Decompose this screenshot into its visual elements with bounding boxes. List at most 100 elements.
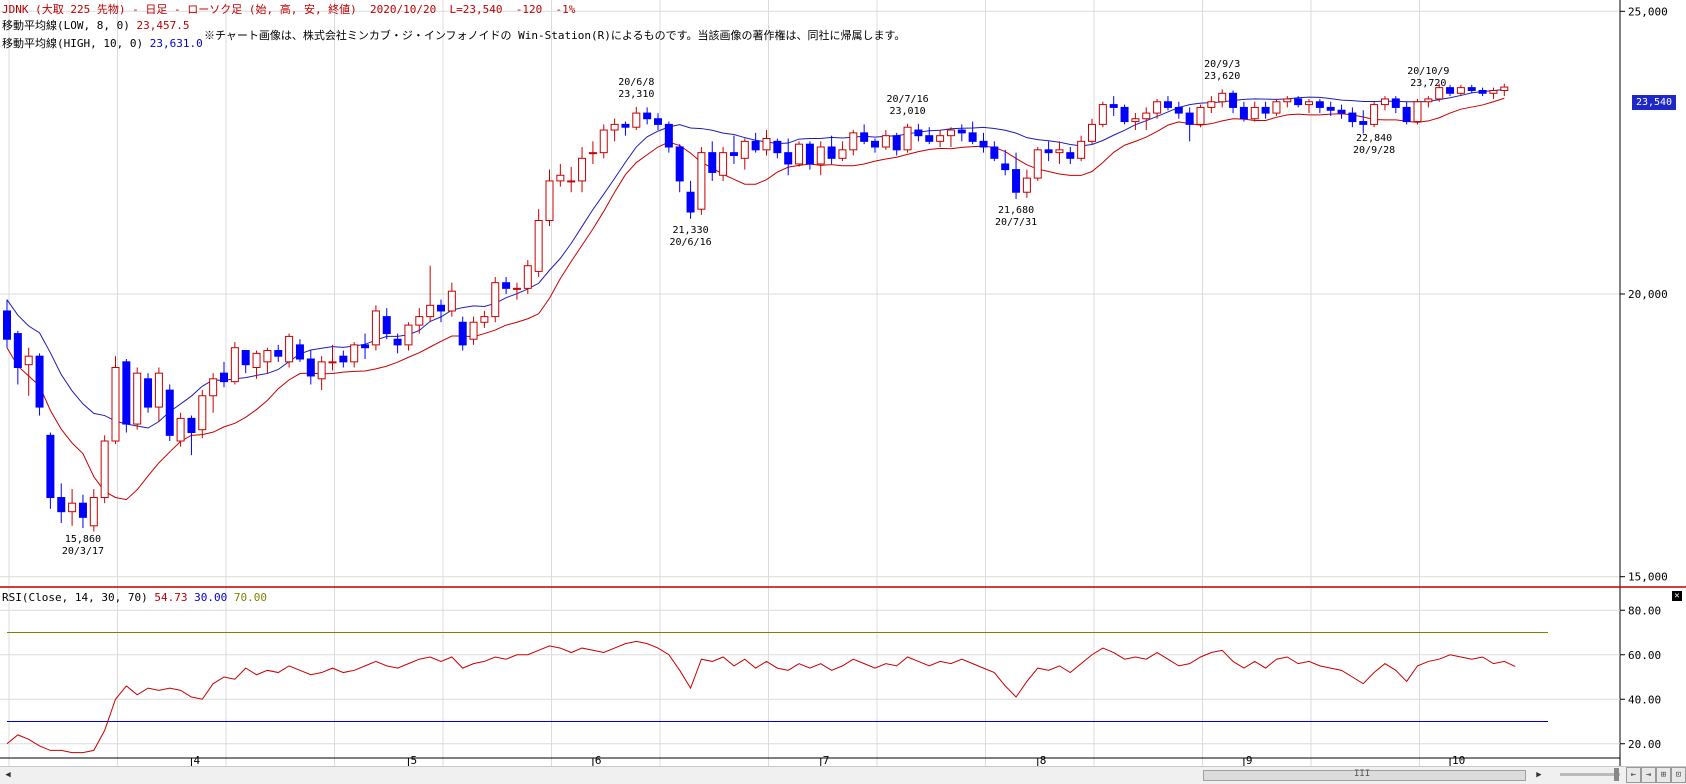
candle-body [881, 135, 890, 148]
candle-body [849, 132, 858, 151]
annotation-value: 15,860 [64, 534, 101, 546]
candle-body [1424, 98, 1433, 103]
scrollbar-thumb[interactable]: III [1203, 769, 1526, 781]
x-tick-label: 7 [823, 754, 830, 767]
candle [903, 123, 912, 153]
candle [458, 316, 467, 351]
candle-body [100, 440, 109, 499]
zoom-slider-handle[interactable] [1614, 768, 1619, 781]
candle [827, 135, 836, 164]
candle [860, 124, 869, 145]
horizontal-scrollbar[interactable]: ◀ III ▶ ⇤ ⇥ ⊞ ⊡ [0, 766, 1686, 784]
x-tick-label: 10 [1452, 754, 1465, 767]
zoom-out-icon[interactable]: ⇤ [1626, 767, 1641, 783]
candle-body [437, 304, 445, 312]
candle-body [154, 372, 163, 408]
candle-body [686, 191, 695, 213]
rsi-y-tick-label: 20.00 [1628, 738, 1661, 751]
candle [480, 310, 489, 328]
candle-body [795, 143, 804, 165]
candle [632, 106, 641, 131]
price-annotation: 20/7/16 23,010 [878, 94, 938, 118]
candle [805, 141, 814, 170]
candle [111, 356, 120, 444]
zoom-fit-icon[interactable]: ⊞ [1656, 767, 1671, 783]
candle [1294, 96, 1303, 108]
candle-body [426, 304, 435, 318]
candle-body [1229, 92, 1238, 108]
candle-body [643, 112, 652, 120]
candle [24, 347, 33, 396]
candles [3, 83, 1509, 532]
candle-body [914, 129, 923, 137]
candle-body [1088, 123, 1096, 142]
candle-body [1326, 106, 1335, 111]
candle [447, 282, 456, 317]
candle [925, 127, 934, 145]
candle-body [274, 350, 283, 357]
candle [306, 350, 315, 385]
candle-body [46, 434, 55, 499]
candle-body [556, 174, 565, 182]
candle [68, 489, 77, 526]
candle [740, 138, 749, 170]
candle-body [1185, 112, 1194, 125]
candle [295, 339, 304, 362]
ma-high-value: 23,631.0 [149, 37, 203, 50]
candle [588, 141, 597, 164]
candle [968, 121, 977, 145]
candle-body [1218, 92, 1227, 103]
candle [1120, 104, 1129, 125]
candle-body [925, 135, 934, 142]
candle [35, 353, 44, 416]
x-tick-label: 6 [595, 754, 602, 767]
candle-body [1066, 152, 1075, 159]
candle [1370, 101, 1379, 128]
candle-body [1012, 169, 1021, 193]
candle-body [816, 146, 825, 165]
candle-body [285, 335, 294, 363]
candle-body [111, 367, 120, 442]
candle [881, 130, 890, 150]
candle [1239, 101, 1248, 122]
candle [719, 147, 728, 181]
candle-body [1044, 149, 1053, 154]
close-rsi-icon[interactable]: ✕ [1672, 591, 1682, 601]
candle-body [1489, 89, 1498, 94]
annotation-date: 20/3/17 [61, 546, 105, 558]
candle-body [762, 138, 771, 151]
candle-body [545, 180, 554, 222]
candle [990, 141, 999, 162]
candle-body [1131, 118, 1140, 123]
scroll-right-icon[interactable]: ▶ [1536, 770, 1542, 780]
candle-body [588, 152, 597, 155]
scroll-left-icon[interactable]: ◀ [5, 770, 11, 780]
rsi-legend: RSI(Close, 14, 30, 70) 54.73 30.00 70.00 [2, 591, 267, 604]
candle [198, 390, 207, 439]
candle-body [512, 287, 521, 290]
price-annotation: 20/6/8 23,310 [606, 77, 666, 101]
candle [523, 260, 532, 294]
annotation-date: 20/9/28 [1353, 145, 1396, 157]
candle-body [1022, 177, 1031, 193]
candle-body [1250, 106, 1259, 120]
candle [784, 138, 793, 176]
candle [1413, 98, 1422, 125]
scrollbar-grip: III [1354, 769, 1371, 779]
candle-body [339, 355, 348, 363]
candle [1337, 104, 1346, 119]
candle-body [209, 378, 218, 397]
zoom-slider-track[interactable] [1560, 773, 1620, 776]
candle [621, 121, 630, 136]
zoom-reset-icon[interactable]: ⊡ [1671, 767, 1686, 783]
candle-body [252, 352, 261, 369]
candle [1109, 96, 1118, 116]
annotation-value: 23,620 [1204, 71, 1241, 83]
candle [263, 347, 272, 374]
candle [762, 130, 771, 156]
candle [1478, 87, 1487, 97]
candle-body [1456, 87, 1465, 94]
candle [1305, 98, 1313, 114]
zoom-in-icon[interactable]: ⇥ [1641, 767, 1656, 783]
